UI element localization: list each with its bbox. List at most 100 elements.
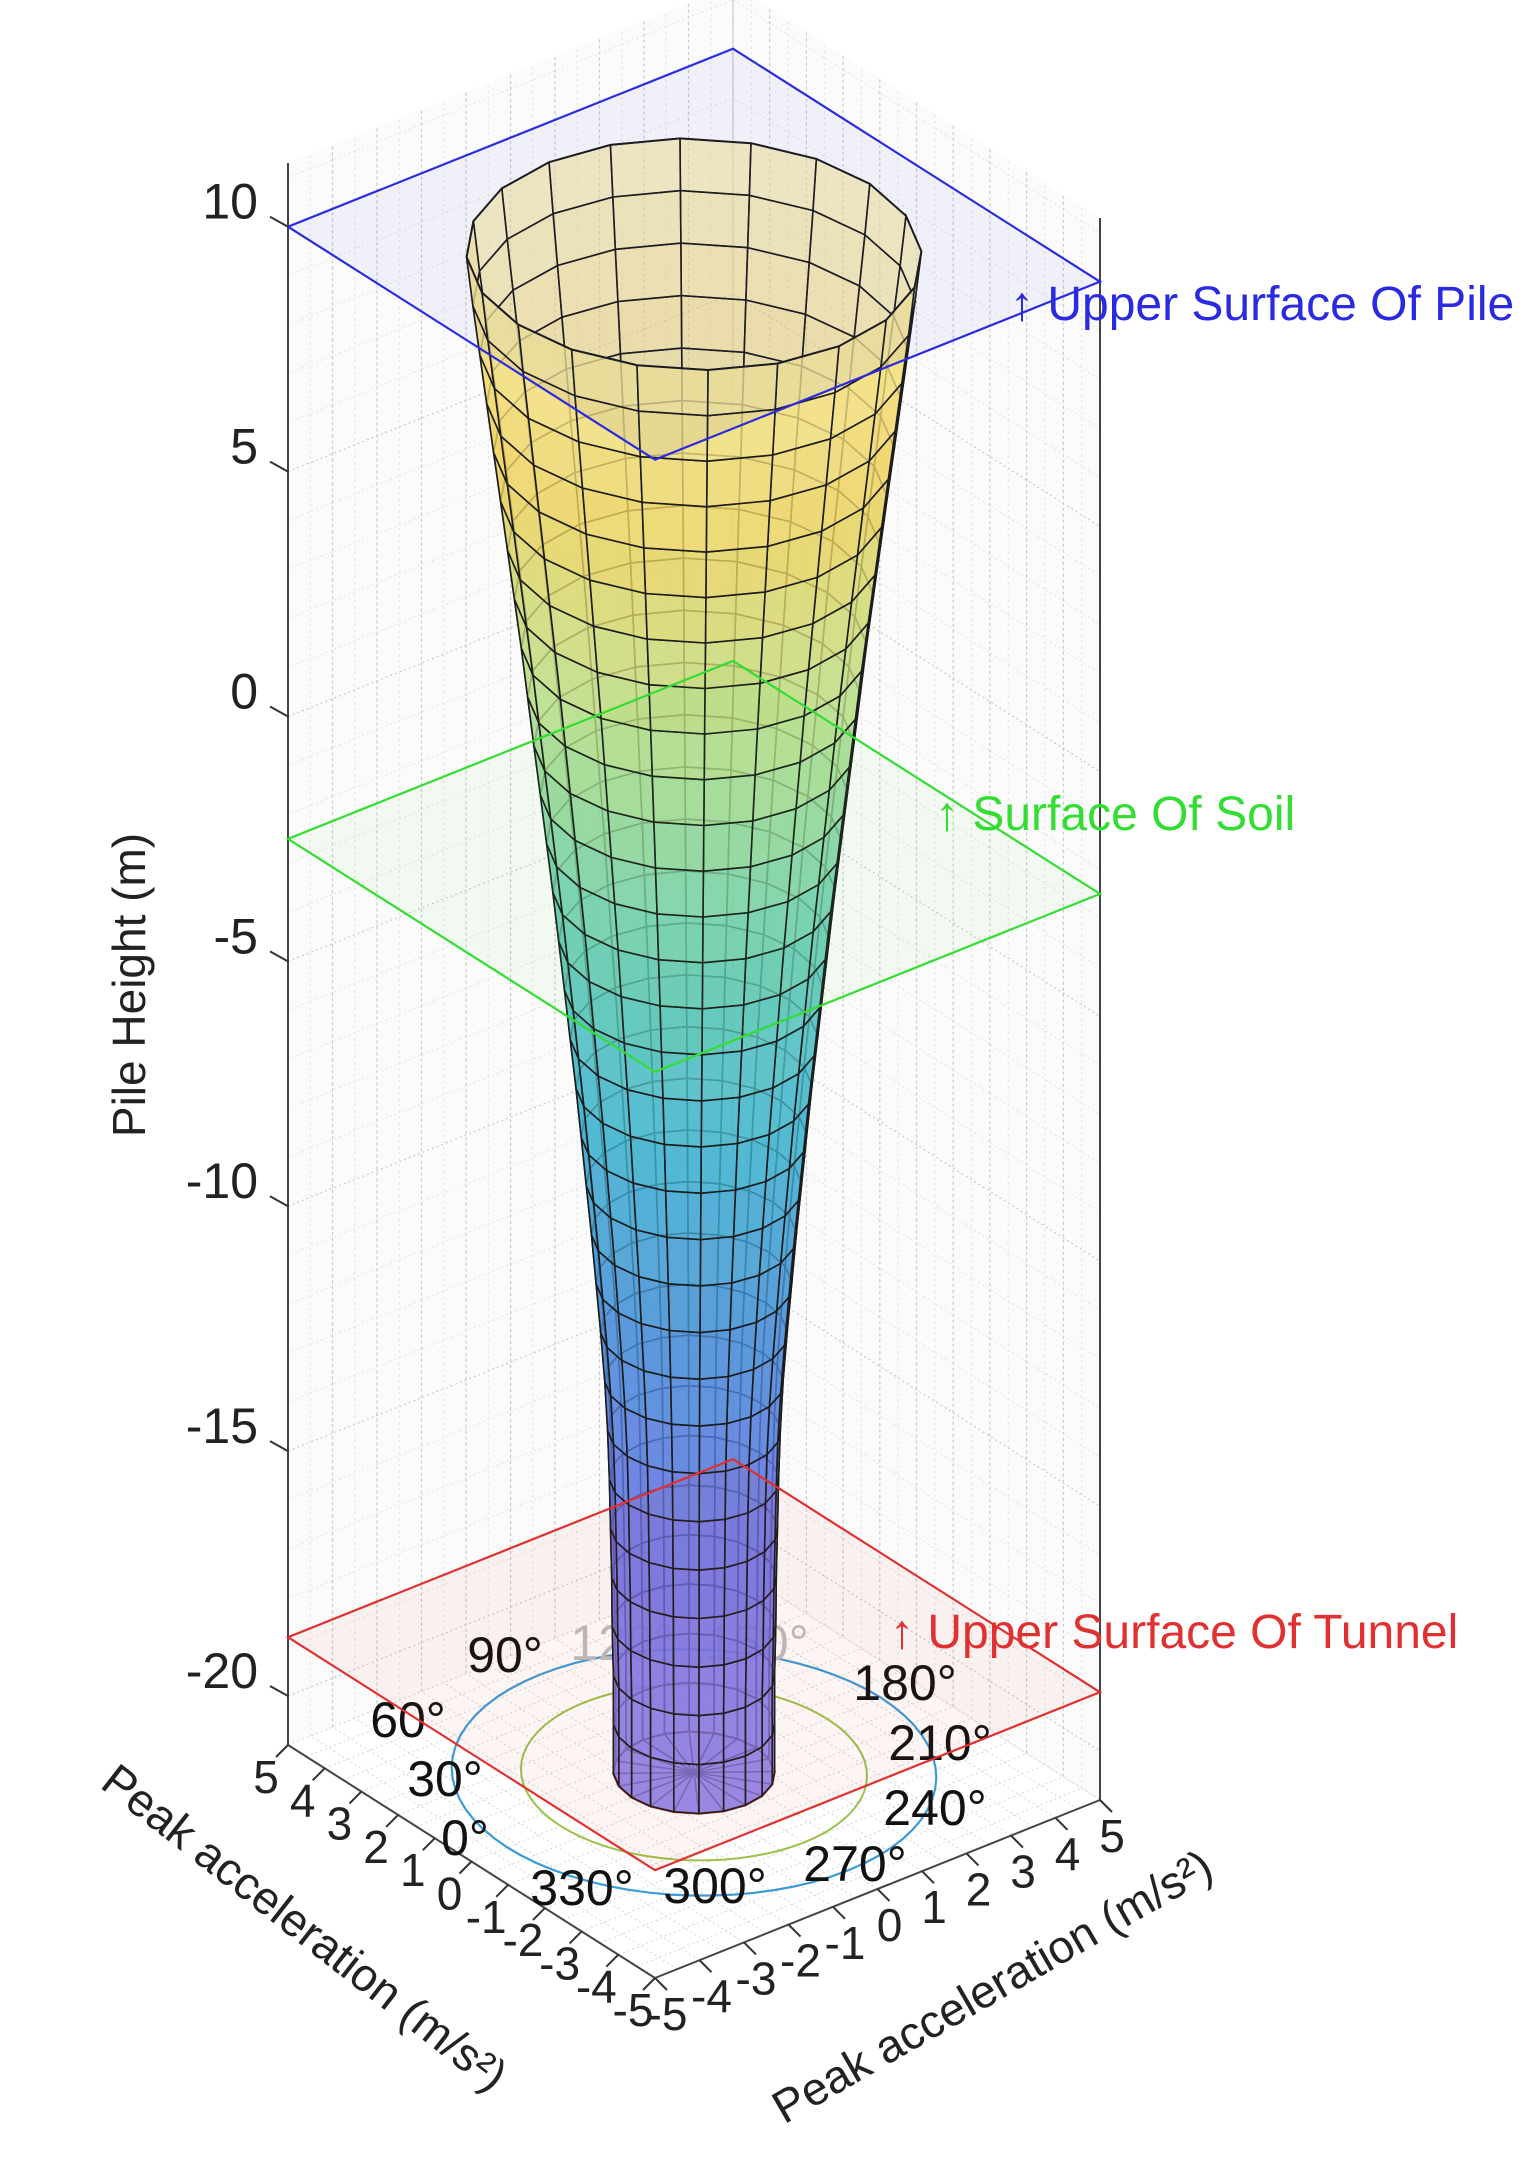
surface-patch: [699, 1282, 733, 1334]
y-tick-mark: [1010, 1834, 1024, 1849]
y-tick-label: 2: [966, 1863, 992, 1915]
x-tick-mark: [348, 1790, 363, 1805]
z-tick-mark: [269, 1440, 289, 1453]
z-tick-label: -5: [214, 908, 258, 964]
surface-patch: [632, 1182, 668, 1239]
x-tick-mark: [568, 1930, 583, 1945]
x-tick-mark: [458, 1860, 473, 1875]
surface-patch: [666, 1236, 702, 1287]
surface-patch: [670, 1423, 701, 1475]
z-tick-mark: [269, 215, 289, 228]
plane-label-upper-surface-of-pile: ↑ Upper Surface Of Pile: [1010, 278, 1514, 331]
x-tick-mark: [495, 1884, 509, 1898]
x-tick-mark: [532, 1907, 546, 1921]
x-tick-label: -1: [466, 1891, 507, 1943]
z-tick-mark: [269, 460, 289, 473]
surface-patch: [727, 1321, 758, 1378]
angle-label: 300°: [663, 1858, 766, 1914]
angle-label: 330°: [530, 1860, 633, 1916]
y-tick-mark: [876, 1888, 891, 1902]
y-tick-label: -1: [825, 1917, 866, 1969]
y-tick-mark: [921, 1870, 935, 1884]
x-tick-label: -4: [576, 1961, 617, 2013]
x-tick-label: -2: [502, 1914, 543, 1966]
angle-label: 270°: [803, 1836, 906, 1892]
z-axis-label: Pile Height (m): [103, 833, 155, 1137]
y-tick-label: 3: [1010, 1846, 1036, 1898]
surface-patch: [635, 1228, 670, 1285]
surface-patch: [699, 1189, 737, 1241]
y-tick-label: 1: [921, 1881, 947, 1933]
y-tick-label: -3: [736, 1952, 777, 2004]
z-tick-label: 10: [202, 174, 258, 230]
surface-patch: [698, 1328, 731, 1381]
z-tick-label: 0: [230, 663, 258, 719]
angle-label: 240°: [883, 1780, 986, 1836]
y-tick-mark: [1054, 1817, 1069, 1831]
y-tick-label: 5: [1099, 1810, 1125, 1862]
surface-patch: [664, 1190, 702, 1241]
y-tick-mark: [654, 1977, 668, 1991]
surface-patch: [642, 1369, 673, 1426]
x-tick-label: 3: [327, 1798, 353, 1850]
x-tick-mark: [385, 1814, 399, 1828]
surface-patch: [705, 545, 769, 599]
surface-patch: [669, 1376, 701, 1427]
plane-upper-surface-of-tunnel: [285, 1457, 1103, 1872]
y-tick-mark: [1099, 1799, 1113, 1813]
plane-label-upper-surface-of-tunnel: ↑ Upper Surface Of Tunnel: [890, 1606, 1458, 1659]
y-tick-label: 0: [877, 1899, 903, 1951]
z-tick-mark: [269, 1685, 289, 1697]
y-tick-label: -5: [647, 1988, 688, 2040]
surface-patch: [668, 1329, 701, 1381]
y-tick-label: -2: [780, 1935, 821, 1987]
surface-patch: [725, 1368, 755, 1425]
surface-patch: [705, 499, 771, 553]
x-tick-label: 2: [363, 1821, 389, 1873]
base-circle-outer: [450, 1648, 938, 1897]
surface-patch: [704, 591, 766, 644]
surface-patch: [700, 1050, 743, 1102]
z-tick-label: -10: [186, 1153, 258, 1209]
surface-patch: [645, 1417, 674, 1473]
x-tick-label: 4: [290, 1774, 316, 1826]
surface-patch: [640, 1322, 672, 1379]
z-tick-mark: [269, 705, 289, 718]
x-tick-mark: [642, 1977, 656, 1991]
y-tick-mark: [698, 1959, 713, 1973]
z-tick-label: -20: [186, 1643, 258, 1699]
x-tick-mark: [605, 1953, 620, 1968]
surface-patch: [638, 1275, 671, 1332]
surface-patch: [729, 1274, 761, 1331]
surface-patch: [700, 1096, 741, 1148]
y-tick-mark: [787, 1923, 802, 1938]
angle-label: 90°: [467, 1627, 543, 1683]
surface-patch: [641, 501, 708, 553]
z-tick-label: 5: [230, 419, 258, 475]
surface-patch: [705, 454, 774, 508]
z-tick-mark: [269, 1195, 289, 1208]
x-tick-label: -3: [539, 1937, 580, 1989]
pile-surface: [465, 137, 923, 1815]
surface-patch: [644, 592, 707, 644]
y-tick-label: -4: [691, 1970, 732, 2022]
z-tick-label: -15: [186, 1398, 258, 1454]
x-tick-label: 5: [253, 1751, 279, 1803]
y-tick-label: 4: [1055, 1828, 1081, 1880]
angle-label: 180°: [853, 1655, 956, 1711]
z-tick-mark: [269, 950, 289, 963]
pile-top-rim: [465, 137, 923, 372]
x-tick-mark: [311, 1767, 326, 1782]
plane-surface-of-soil: [285, 659, 1103, 1074]
axis-box: [287, 0, 1101, 1979]
x-tick-mark: [422, 1837, 436, 1851]
reference-planes: ↑ Upper Surface Of Pile ↑ Surface Of Soil…: [285, 47, 1514, 1872]
y-tick-mark: [743, 1941, 757, 1956]
x-tick-label: 0: [437, 1868, 463, 1920]
surface-patch: [662, 1097, 703, 1148]
x-tick-label: -5: [613, 1984, 654, 2036]
x-tick-mark: [275, 1744, 289, 1758]
surface-patch: [629, 1135, 667, 1192]
